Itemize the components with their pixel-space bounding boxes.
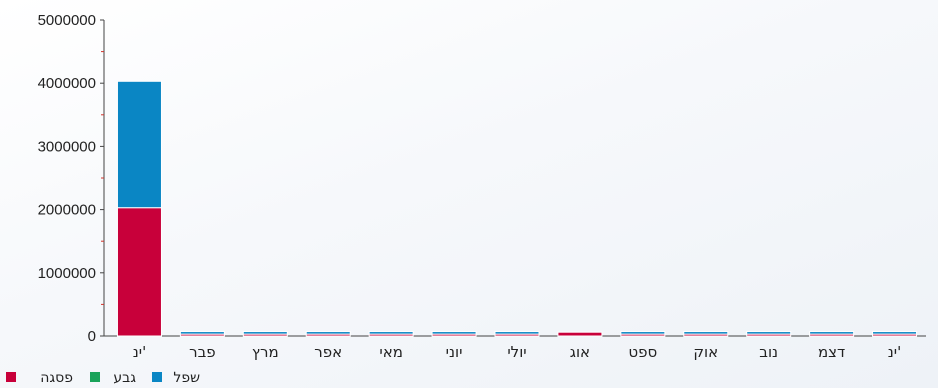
bar-segment[interactable]: [557, 331, 603, 337]
legend-label[interactable]: פסגה: [40, 370, 73, 386]
axes: 0 1000000 2000000 3000000 4000000 5000000: [38, 12, 926, 345]
bar-segment[interactable]: [746, 331, 792, 335]
x-tick-label: ינ': [888, 343, 902, 361]
bars: [116, 80, 918, 337]
bar-segment[interactable]: [305, 331, 351, 335]
x-tick-label: ספט: [628, 343, 657, 361]
legend-swatch[interactable]: [152, 372, 162, 382]
legend-swatch[interactable]: [90, 372, 100, 382]
bar-segment[interactable]: [809, 331, 855, 335]
y-tick-label: 0: [88, 328, 96, 345]
bar-segment[interactable]: [242, 331, 288, 335]
legend-swatch[interactable]: [6, 372, 16, 382]
bar-segment[interactable]: [179, 331, 225, 335]
x-tick-label: פבר: [189, 343, 216, 361]
y-tick-label: 1000000: [38, 265, 96, 282]
x-tick-label: מאי: [379, 343, 403, 361]
x-tick-label: דצמ: [818, 343, 845, 361]
x-tick-label: יוני: [446, 343, 463, 361]
y-tick-label: 5000000: [38, 12, 96, 29]
x-tick-label: ינ': [133, 343, 147, 361]
y-tick-label: 2000000: [38, 202, 96, 219]
legend-label[interactable]: גבע: [113, 370, 136, 386]
bar-segment[interactable]: [620, 331, 666, 335]
legend[interactable]: פסגה גבע שפל: [6, 370, 200, 386]
x-tick-label: אוג: [570, 343, 590, 361]
x-tick-label: אפר: [314, 343, 342, 361]
x-tick-label: אוק: [693, 343, 718, 361]
x-tick-label: נוב: [759, 343, 778, 361]
legend-label[interactable]: שפל: [173, 370, 200, 386]
bar-segment[interactable]: [116, 80, 162, 209]
y-tick-label: 4000000: [38, 75, 96, 92]
x-tick-label: יולי: [507, 343, 526, 361]
bar-segment[interactable]: [368, 331, 414, 335]
y-tick-label: 3000000: [38, 138, 96, 155]
bar-segment[interactable]: [872, 331, 918, 335]
bar-segment[interactable]: [683, 331, 729, 335]
x-axis-labels: ינ' פבר מרץ אפר מאי יוני יולי אוג ספט אוק נוב דצמ ינ…: [133, 343, 902, 361]
bar-segment[interactable]: [116, 207, 162, 337]
bar-segment[interactable]: [431, 331, 477, 335]
bar-segment[interactable]: [494, 331, 540, 335]
x-tick-label: מרץ: [252, 343, 279, 361]
